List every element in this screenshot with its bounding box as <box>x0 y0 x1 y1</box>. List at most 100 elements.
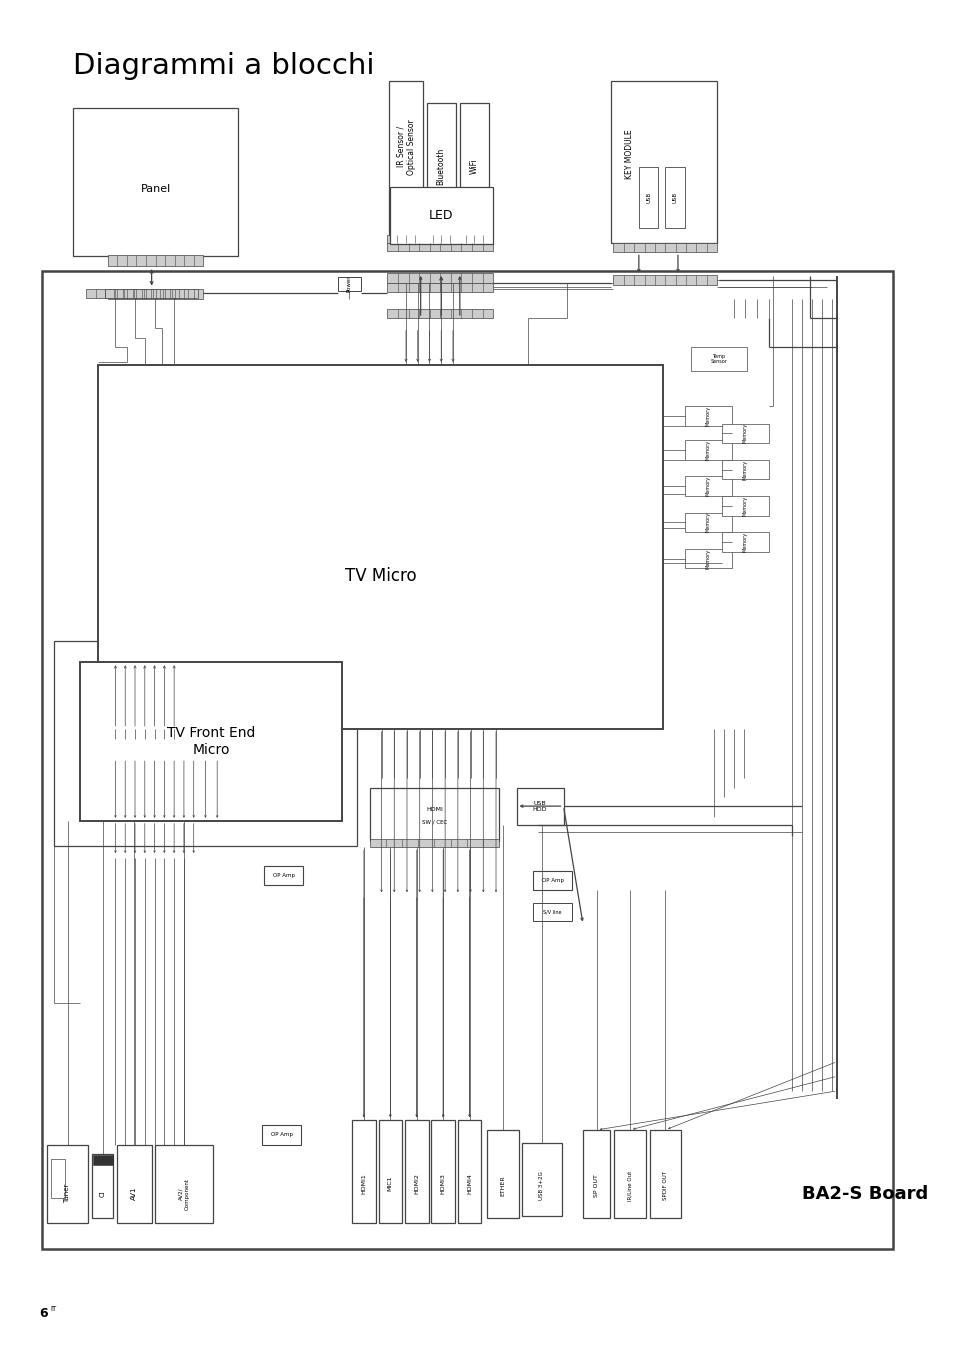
Bar <box>684 512 731 533</box>
Text: 6: 6 <box>39 1307 48 1321</box>
Bar <box>108 256 203 266</box>
Bar <box>80 662 342 821</box>
Bar <box>154 1145 213 1222</box>
Bar <box>370 840 498 848</box>
Text: USB 3+2G: USB 3+2G <box>539 1171 544 1201</box>
Bar <box>582 1130 610 1218</box>
Bar <box>613 242 717 253</box>
Bar <box>533 903 572 921</box>
Text: HDMI3: HDMI3 <box>440 1174 445 1194</box>
Bar <box>721 460 768 480</box>
Text: Power: Power <box>346 276 352 292</box>
Text: BA2-S Board: BA2-S Board <box>801 1184 927 1202</box>
Bar <box>684 476 731 496</box>
Bar <box>91 1155 113 1218</box>
Bar <box>337 277 360 291</box>
Text: USB: USB <box>672 192 677 203</box>
Bar <box>457 235 491 242</box>
Bar <box>522 1142 561 1215</box>
Text: Memory: Memory <box>705 476 710 496</box>
Bar <box>92 1156 112 1165</box>
Bar <box>264 865 303 886</box>
Bar <box>533 871 572 890</box>
Bar <box>487 1130 518 1218</box>
Text: Memory: Memory <box>705 406 710 426</box>
Bar <box>51 1159 65 1198</box>
Text: ETHER: ETHER <box>499 1175 505 1197</box>
Text: Temp
Sensor: Temp Sensor <box>710 354 727 365</box>
Text: Memory: Memory <box>742 531 747 552</box>
Text: SPDIF OUT: SPDIF OUT <box>662 1171 667 1201</box>
Text: Memory: Memory <box>742 423 747 443</box>
Text: OP Amp: OP Amp <box>273 873 294 877</box>
Bar <box>684 406 731 426</box>
Text: TV Front End
Micro: TV Front End Micro <box>167 726 255 757</box>
Text: TV Micro: TV Micro <box>344 566 416 585</box>
Text: SP OUT: SP OUT <box>594 1175 598 1197</box>
Bar <box>389 81 422 238</box>
Bar <box>98 365 662 729</box>
Text: IR Sensor /
Optical Sensor: IR Sensor / Optical Sensor <box>395 119 416 174</box>
Text: LED: LED <box>429 208 453 222</box>
Text: AV2/
Component: AV2/ Component <box>178 1178 189 1210</box>
Text: Tuner: Tuner <box>65 1184 71 1203</box>
Bar <box>664 168 684 228</box>
Text: IR/Line Out: IR/Line Out <box>627 1171 632 1201</box>
Text: Memory: Memory <box>705 439 710 460</box>
Text: S/V line: S/V line <box>543 910 561 914</box>
Bar <box>42 270 892 1249</box>
Bar <box>721 496 768 515</box>
Bar <box>721 423 768 443</box>
Text: Diagrammi a blocchi: Diagrammi a blocchi <box>73 51 375 80</box>
Text: OP Amp: OP Amp <box>541 877 563 883</box>
Text: Memory: Memory <box>705 549 710 569</box>
Text: OP Amp: OP Amp <box>271 1133 293 1137</box>
Bar <box>614 1130 645 1218</box>
Bar <box>387 273 493 283</box>
Bar <box>431 1121 455 1222</box>
Text: Memory: Memory <box>742 460 747 480</box>
Text: USB
HDD: USB HDD <box>532 800 547 811</box>
Text: Bluetooth: Bluetooth <box>436 147 445 185</box>
Bar <box>457 1121 481 1222</box>
Bar <box>613 274 717 285</box>
Bar <box>387 242 493 251</box>
Bar <box>390 187 493 243</box>
Bar <box>117 1145 152 1222</box>
Text: WiFi: WiFi <box>470 158 478 174</box>
Bar <box>684 549 731 568</box>
Text: HDMI: HDMI <box>425 807 442 811</box>
Bar <box>611 81 717 242</box>
Bar <box>86 288 182 299</box>
Bar <box>649 1130 680 1218</box>
Bar <box>639 168 658 228</box>
Bar <box>690 347 746 370</box>
Text: Panel: Panel <box>140 184 171 195</box>
Bar <box>352 1121 375 1222</box>
Text: HDMI1: HDMI1 <box>361 1174 366 1194</box>
Text: USB: USB <box>645 192 651 203</box>
Text: HDMI4: HDMI4 <box>467 1174 472 1194</box>
Bar <box>387 283 493 292</box>
Bar <box>105 288 197 299</box>
Text: MIC1: MIC1 <box>388 1176 393 1191</box>
Text: KEY MODULE: KEY MODULE <box>624 128 633 178</box>
Bar <box>459 103 489 238</box>
Bar <box>47 1145 88 1222</box>
Bar <box>387 310 493 318</box>
Bar <box>378 1121 401 1222</box>
Bar <box>262 1125 301 1145</box>
Bar <box>53 641 356 846</box>
Text: Memory: Memory <box>742 496 747 516</box>
Bar <box>73 108 237 257</box>
Text: AV1: AV1 <box>131 1187 137 1201</box>
Bar <box>684 441 731 460</box>
Bar <box>721 533 768 552</box>
Bar <box>387 235 424 242</box>
Text: IT: IT <box>50 1306 56 1311</box>
Bar <box>426 103 456 238</box>
Text: SW / CEC: SW / CEC <box>421 819 447 825</box>
Bar <box>108 288 203 299</box>
Bar <box>405 1121 428 1222</box>
Text: HDMI2: HDMI2 <box>414 1174 418 1194</box>
